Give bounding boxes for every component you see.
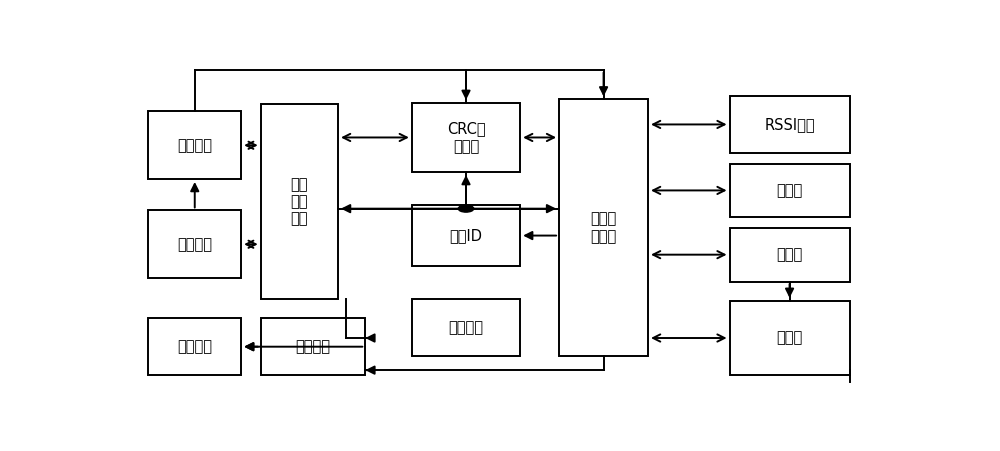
Text: RSSI接收: RSSI接收 (764, 117, 815, 132)
Text: 读控制: 读控制 (776, 183, 803, 198)
Bar (730, 228, 850, 281)
Bar (730, 164, 850, 217)
Text: 编码模块: 编码模块 (177, 339, 212, 354)
Text: 解码模块: 解码模块 (177, 138, 212, 153)
Bar (261, 105, 338, 299)
Text: CRC校
验模块: CRC校 验模块 (447, 121, 485, 154)
Text: 检测模块: 检测模块 (177, 237, 212, 252)
Text: 命令控
制单元: 命令控 制单元 (590, 212, 617, 244)
Bar (730, 96, 850, 153)
Bar (730, 301, 850, 375)
Text: 功耗
控制
单元: 功耗 控制 单元 (291, 177, 308, 226)
Text: 存储器: 存储器 (776, 331, 803, 345)
Bar (148, 210, 241, 278)
Bar (261, 318, 365, 375)
Text: 写控制: 写控制 (776, 247, 803, 262)
Text: 差分编码: 差分编码 (295, 339, 330, 354)
Text: 标签ID: 标签ID (450, 228, 482, 243)
Bar (412, 299, 520, 356)
Circle shape (458, 205, 474, 212)
Bar (559, 99, 648, 356)
Bar (148, 111, 241, 179)
Text: 复位单元: 复位单元 (448, 320, 484, 335)
Bar (148, 318, 241, 375)
Bar (412, 205, 520, 266)
Bar (412, 103, 520, 172)
